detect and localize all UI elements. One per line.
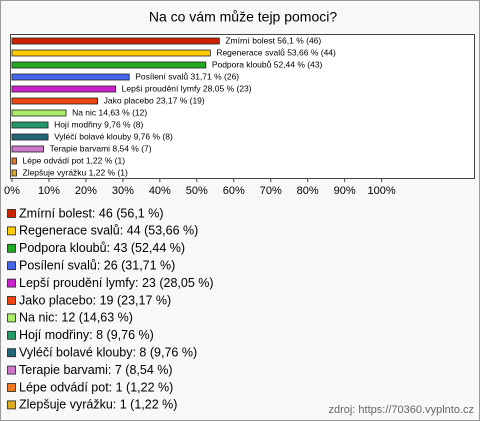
bar bbox=[11, 133, 49, 141]
bar bbox=[11, 85, 117, 93]
x-tick-label: 90% bbox=[334, 185, 356, 197]
legend-swatch bbox=[7, 330, 16, 340]
legend-swatch bbox=[7, 383, 16, 392]
bar-label: Jako placebo 23,17 % (19) bbox=[104, 95, 205, 105]
source: zdroj: https://70360.vyplnto.cz bbox=[328, 404, 474, 416]
bar-label: Terapie barvami 8,54 % (7) bbox=[50, 143, 152, 153]
bar bbox=[11, 37, 220, 45]
bar bbox=[11, 169, 17, 177]
plot-area bbox=[10, 34, 475, 179]
legend-label: Posílení svalů: 26 (31,71 %) bbox=[19, 258, 175, 272]
bar bbox=[11, 73, 130, 81]
legend-swatch bbox=[7, 400, 16, 410]
legend-label: Zmírní bolest: 46 (56,1 %) bbox=[19, 206, 164, 220]
x-tick-label: 20% bbox=[75, 185, 97, 197]
x-tick-label: 60% bbox=[223, 185, 245, 197]
legend-swatch bbox=[7, 296, 16, 305]
bar bbox=[11, 145, 44, 153]
bar bbox=[11, 109, 67, 117]
bar-label: Regenerace svalů 53,66 % (44) bbox=[216, 47, 336, 57]
legend-label: Podpora kloubů: 43 (52,44 %) bbox=[19, 241, 185, 255]
bar bbox=[11, 97, 99, 105]
legend-label: Hojí modřiny: 8 (9,76 %) bbox=[19, 328, 154, 342]
x-tick-label: 0% bbox=[4, 185, 20, 197]
legend-swatch bbox=[7, 348, 16, 358]
bar-label: Posílení svalů 31,71 % (26) bbox=[135, 71, 239, 81]
legend-label: Terapie barvami: 7 (8,54 %) bbox=[19, 363, 173, 377]
legend-label: Vyléčí bolavé klouby: 8 (9,76 %) bbox=[19, 345, 197, 359]
legend-swatch bbox=[7, 278, 16, 288]
bar bbox=[11, 61, 207, 69]
bar-label: Lepší proudění lymfy 28,05 % (23) bbox=[122, 83, 252, 93]
legend-swatch bbox=[7, 209, 16, 218]
x-tick-label: 40% bbox=[149, 185, 171, 197]
legend-swatch bbox=[7, 226, 16, 236]
legend-swatch bbox=[7, 243, 16, 253]
legend-label: Lépe odvádí pot: 1 (1,22 %) bbox=[19, 380, 173, 394]
bar bbox=[11, 49, 211, 57]
x-tick-label: 50% bbox=[186, 185, 208, 197]
bar-label: Na nic 14,63 % (12) bbox=[72, 107, 147, 117]
legend-label: Zlepšuje vyrážku: 1 (1,22 %) bbox=[19, 398, 177, 412]
x-tick-label: 30% bbox=[112, 185, 134, 197]
legend-label: Jako placebo: 19 (23,17 %) bbox=[19, 293, 171, 307]
legend-swatch bbox=[7, 313, 16, 323]
bar bbox=[11, 157, 17, 165]
legend-label: Regenerace svalů: 44 (53,66 %) bbox=[19, 224, 198, 238]
bar-label: Hojí modřiny 9,76 % (8) bbox=[54, 119, 143, 129]
x-tick-label: 80% bbox=[297, 185, 319, 197]
bar bbox=[11, 121, 49, 129]
legend-label: Na nic: 12 (14,63 %) bbox=[19, 311, 133, 325]
legend-swatch bbox=[7, 365, 16, 375]
legend-label: Lepší proudění lymfy: 23 (28,05 %) bbox=[19, 276, 214, 290]
bar-label: Vyléčí bolavé klouby 9,76 % (8) bbox=[54, 131, 173, 141]
legend-swatch bbox=[7, 261, 16, 271]
x-tick-label: 70% bbox=[260, 185, 282, 197]
x-tick-label: 10% bbox=[38, 185, 60, 197]
bar-label: Zmírní bolest 56,1 % (46) bbox=[225, 35, 321, 45]
bar-label: Zlepšuje vyrážku 1,22 % (1) bbox=[23, 167, 129, 177]
bar-label: Podpora kloubů 52,44 % (43) bbox=[212, 59, 323, 69]
x-tick-label: 100% bbox=[368, 185, 396, 197]
bar-label: Lépe odvádí pot 1,22 % (1) bbox=[23, 155, 126, 165]
chart-title: Na co vám může tejp pomoci? bbox=[149, 9, 338, 25]
